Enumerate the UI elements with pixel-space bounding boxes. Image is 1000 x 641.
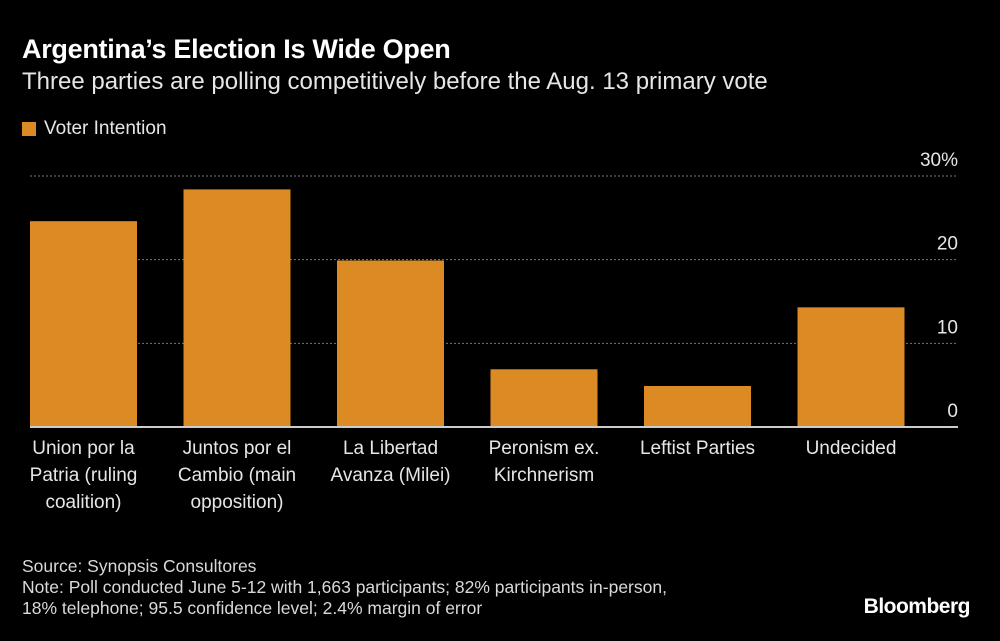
x-tick-label: coalition) bbox=[45, 492, 121, 513]
bar bbox=[797, 307, 905, 427]
chart-subtitle: Three parties are polling competitively … bbox=[22, 68, 768, 95]
x-tick-label: Cambio (main bbox=[178, 465, 296, 486]
chart-title: Argentina’s Election Is Wide Open bbox=[22, 34, 451, 64]
footnotes: Source: Synopsis Consultores Note: Poll … bbox=[22, 556, 667, 619]
x-tick-label: Undecided bbox=[806, 438, 897, 459]
x-tick-label: Juntos por el bbox=[183, 438, 292, 459]
source: Source: Synopsis Consultores bbox=[22, 556, 257, 576]
x-tick-label: La Libertad bbox=[343, 438, 438, 459]
legend-swatch bbox=[22, 122, 36, 136]
bar bbox=[183, 189, 291, 427]
bar bbox=[490, 369, 598, 427]
x-tick-label: Peronism ex. bbox=[489, 438, 600, 459]
bar bbox=[30, 221, 137, 427]
x-tick-label: Union por la bbox=[32, 438, 135, 459]
x-tick-label: Patria (ruling bbox=[30, 465, 138, 486]
bar bbox=[644, 386, 751, 427]
x-tick-label: opposition) bbox=[191, 492, 284, 513]
bar bbox=[337, 260, 444, 427]
x-tick-label: Kirchnerism bbox=[494, 465, 594, 486]
y-tick-label: 10 bbox=[937, 317, 958, 338]
y-tick-label: 0 bbox=[947, 401, 958, 422]
legend-label: Voter Intention bbox=[44, 118, 167, 139]
x-tick-label: Leftist Parties bbox=[640, 438, 755, 459]
x-tick-label: Avanza (Milei) bbox=[330, 465, 450, 486]
y-tick-label: 20 bbox=[937, 234, 958, 255]
note-line-1: Note: Poll conducted June 5-12 with 1,66… bbox=[22, 577, 667, 597]
bloomberg-logo: Bloomberg bbox=[863, 595, 971, 618]
legend: Voter Intention bbox=[22, 118, 167, 140]
y-tick-label: 30% bbox=[920, 150, 958, 171]
note-line-2: 18% telephone; 95.5 confidence level; 2.… bbox=[22, 598, 483, 618]
